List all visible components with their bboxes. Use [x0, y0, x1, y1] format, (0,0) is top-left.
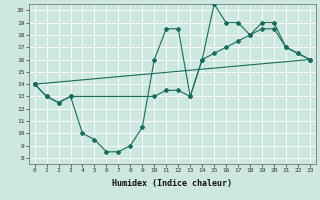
X-axis label: Humidex (Indice chaleur): Humidex (Indice chaleur) [112, 179, 232, 188]
